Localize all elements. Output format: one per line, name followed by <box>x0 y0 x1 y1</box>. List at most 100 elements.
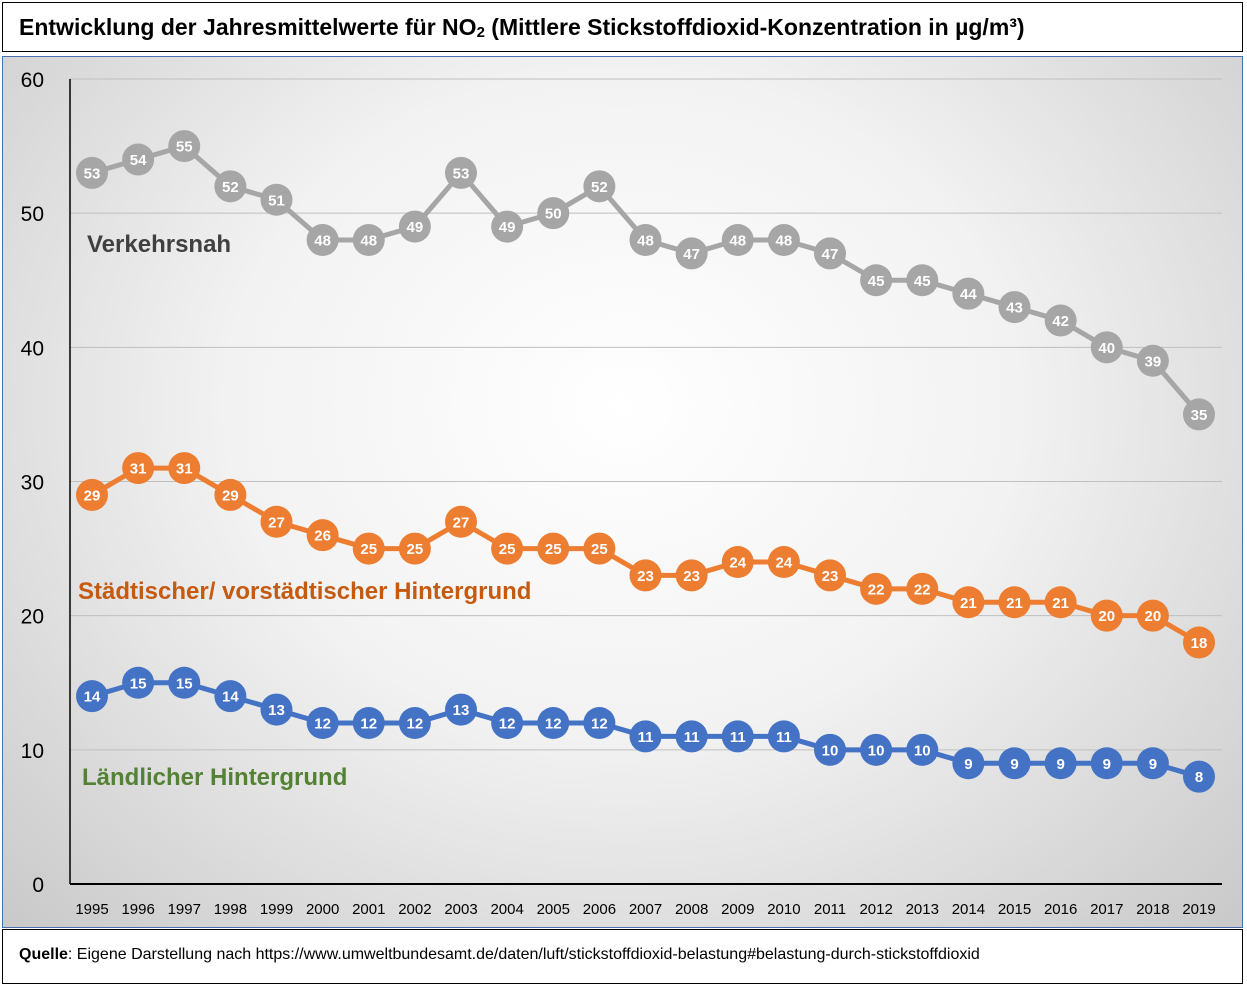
data-label: 25 <box>591 541 608 558</box>
data-point <box>445 505 477 538</box>
x-tick-label: 2015 <box>998 901 1031 918</box>
data-label: 11 <box>776 729 792 746</box>
data-point <box>445 156 477 189</box>
data-label: 10 <box>822 742 839 759</box>
data-label: 50 <box>545 206 562 223</box>
data-label: 9 <box>1149 756 1157 773</box>
data-point <box>398 707 431 739</box>
data-label: 18 <box>1191 635 1208 652</box>
series-label: Städtischer/ vorstädtischer Hintergrund <box>78 578 531 605</box>
source-text: : Eigene Darstellung nach https://www.um… <box>67 946 980 963</box>
data-label: 26 <box>314 528 331 545</box>
data-label: 15 <box>176 675 193 692</box>
data-label: 43 <box>1006 300 1023 317</box>
data-label: 9 <box>1103 756 1111 773</box>
data-point <box>767 546 800 578</box>
data-label: 53 <box>84 165 101 182</box>
data-label: 51 <box>268 192 285 209</box>
y-tick-label: 50 <box>21 203 44 226</box>
data-point <box>537 532 570 565</box>
data-point <box>122 666 155 699</box>
data-label: 25 <box>407 541 424 558</box>
data-label: 42 <box>1052 313 1069 330</box>
data-point <box>906 572 939 605</box>
x-tick-label: 2000 <box>306 901 339 918</box>
data-label: 24 <box>729 555 746 572</box>
data-label: 44 <box>960 286 977 303</box>
data-point <box>1183 398 1215 431</box>
data-point <box>1183 626 1215 659</box>
data-label: 47 <box>822 246 839 263</box>
data-point <box>629 720 662 753</box>
data-point <box>1090 331 1123 364</box>
data-point <box>860 572 893 605</box>
chart-title-subscript: 2 <box>476 24 485 41</box>
data-point <box>76 478 108 511</box>
data-label: 39 <box>1145 353 1162 370</box>
y-tick-label: 20 <box>21 606 44 629</box>
data-label: 52 <box>591 179 608 196</box>
data-point <box>214 680 247 713</box>
data-point <box>721 546 754 578</box>
chart-title-box: Entwicklung der Jahresmittelwerte für NO… <box>2 2 1243 52</box>
data-point <box>168 130 201 163</box>
data-label: 23 <box>683 568 700 585</box>
data-point <box>860 733 893 766</box>
data-label: 15 <box>130 675 147 692</box>
data-label: 49 <box>407 219 424 236</box>
data-label: 9 <box>1056 756 1064 773</box>
x-tick-label: 2004 <box>490 901 523 918</box>
data-label: 11 <box>730 729 746 746</box>
y-tick-label: 60 <box>21 69 44 92</box>
data-point <box>352 707 385 739</box>
data-point <box>398 210 431 243</box>
data-label: 48 <box>360 233 377 250</box>
data-label: 14 <box>222 689 239 706</box>
data-point <box>767 720 800 753</box>
data-label: 22 <box>868 581 885 598</box>
x-tick-label: 1998 <box>214 901 247 918</box>
data-point <box>998 747 1031 780</box>
x-tick-label: 2006 <box>583 901 616 918</box>
x-tick-label: 2014 <box>952 901 985 918</box>
data-point <box>445 693 477 726</box>
x-tick-label: 2017 <box>1090 901 1123 918</box>
data-point <box>537 197 570 230</box>
x-tick-label: 2003 <box>444 901 477 918</box>
data-label: 24 <box>776 555 793 572</box>
data-point <box>675 559 708 592</box>
data-point <box>76 680 108 713</box>
data-point <box>537 707 570 739</box>
x-tick-label: 2013 <box>906 901 939 918</box>
data-label: 8 <box>1195 769 1203 786</box>
data-point <box>122 452 155 485</box>
data-point <box>1136 599 1169 632</box>
data-point <box>214 170 247 203</box>
series-label: Verkehrsnah <box>87 231 231 258</box>
source-note: Quelle: Eigene Darstellung nach https://… <box>19 946 980 964</box>
x-tick-label: 2011 <box>814 901 846 918</box>
data-point <box>306 224 339 256</box>
data-point <box>906 733 939 766</box>
data-label: 23 <box>637 568 654 585</box>
data-point <box>260 183 293 216</box>
data-point <box>860 264 893 297</box>
source-box: Quelle: Eigene Darstellung nach https://… <box>2 929 1243 984</box>
x-tick-label: 2008 <box>675 901 708 918</box>
data-point <box>352 224 385 256</box>
data-label: 12 <box>314 716 331 733</box>
data-point <box>352 532 385 565</box>
data-label: 14 <box>84 689 101 706</box>
data-label: 35 <box>1191 407 1208 424</box>
data-point <box>1090 747 1123 780</box>
data-point <box>998 291 1031 324</box>
data-label: 40 <box>1098 340 1115 357</box>
data-point <box>721 720 754 753</box>
data-label: 48 <box>314 233 331 250</box>
chart-title: Entwicklung der Jahresmittelwerte für NO… <box>19 14 1025 41</box>
data-label: 29 <box>222 487 239 504</box>
data-point <box>721 224 754 256</box>
data-point <box>629 559 662 592</box>
data-point <box>260 505 293 538</box>
data-point <box>906 264 939 297</box>
